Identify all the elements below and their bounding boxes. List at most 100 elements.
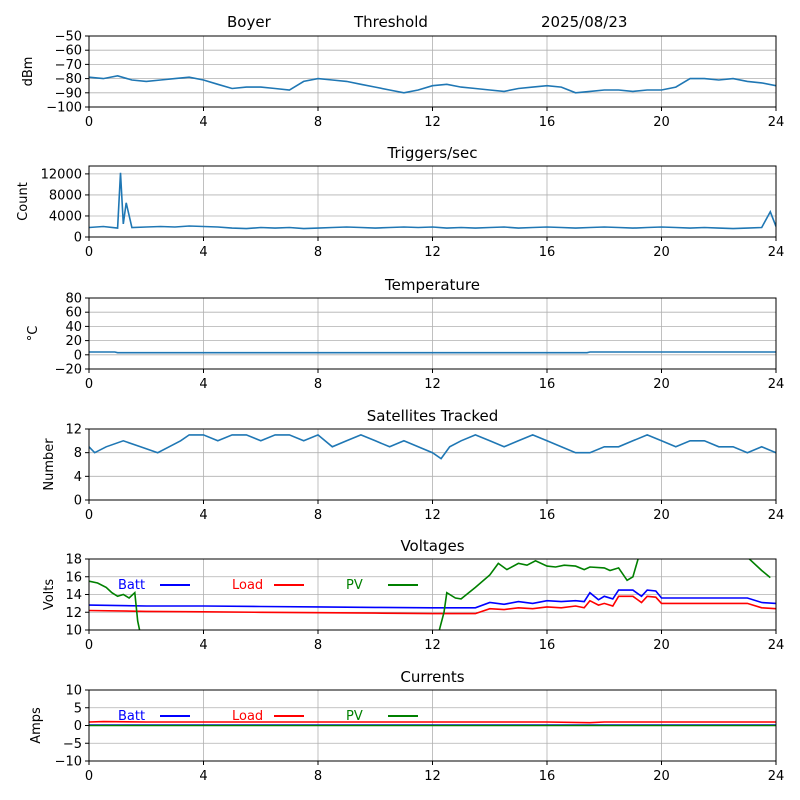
y-tick-label: 10: [65, 624, 82, 639]
x-tick-label: 16: [539, 245, 556, 260]
y-tick-label: 40: [65, 320, 82, 335]
y-tick-label: 14: [65, 588, 82, 603]
x-tick-label: 16: [539, 377, 556, 392]
chart-title: Temperature: [384, 276, 480, 294]
legend-label-pv: PV: [346, 709, 363, 724]
x-tick-label: 24: [768, 115, 785, 130]
chart-title: Triggers/sec: [387, 144, 478, 162]
chart-voltages: 0 4 8 12 16 20 24 10 12 14 16 18 Voltages Volts Batt Lo…: [42, 537, 784, 653]
x-tick-label: 24: [768, 245, 785, 260]
x-tick-label: 24: [768, 508, 785, 523]
x-tick-label: 24: [768, 769, 785, 784]
legend: Batt Load PV: [118, 709, 418, 724]
legend: Batt Load PV: [118, 578, 418, 593]
y-tick-label: −90: [55, 86, 82, 101]
y-tick-label: −10: [55, 755, 82, 770]
chart-title: Voltages: [400, 537, 464, 555]
series-line: [89, 433, 776, 460]
y-tick-label: 10: [65, 684, 82, 699]
legend-label-batt: Batt: [118, 578, 145, 593]
x-tick-label: 12: [424, 377, 441, 392]
x-tick-label: 0: [85, 115, 93, 130]
x-tick-label: 16: [539, 638, 556, 653]
y-tick-label: 12: [65, 423, 82, 438]
y-axis-label: °C: [26, 326, 41, 342]
x-tick-label: 12: [424, 508, 441, 523]
x-tick-label: 4: [199, 377, 207, 392]
x-tick-label: 0: [85, 377, 93, 392]
y-tick-label: 12000: [41, 167, 82, 182]
x-tick-label: 0: [85, 245, 93, 260]
x-tick-label: 4: [199, 638, 207, 653]
y-tick-label: −70: [55, 58, 82, 73]
y-tick-label: 12: [65, 606, 82, 621]
y-tick-label: −5: [63, 737, 82, 752]
chart-triggers: 0 4 8 12 16 20 24 0 4000 8000 12000 Triggers/sec Cou…: [16, 144, 784, 260]
y-tick-label: 20: [65, 334, 82, 349]
x-tick-label: 20: [653, 638, 670, 653]
x-tick-label: 24: [768, 377, 785, 392]
series-line: [89, 74, 776, 94]
x-tick-label: 8: [314, 245, 322, 260]
y-tick-label: 60: [65, 306, 82, 321]
chart-currents: 0 4 8 12 16 20 24 −10 −5 0 5 10 Currents Amps Batt Load…: [29, 668, 784, 784]
y-axis-label: Amps: [29, 707, 44, 744]
series-line: [89, 351, 776, 354]
x-tick-label: 12: [424, 638, 441, 653]
x-tick-label: 8: [314, 638, 322, 653]
y-tick-label: 0: [74, 348, 82, 363]
y-tick-label: 18: [65, 553, 82, 568]
legend-label-load: Load: [232, 709, 263, 724]
series-line-pv: [89, 559, 771, 630]
x-tick-label: 12: [424, 769, 441, 784]
x-tick-label: 8: [314, 769, 322, 784]
x-tick-label: 4: [199, 508, 207, 523]
y-tick-label: −60: [55, 44, 82, 59]
x-tick-label: 20: [653, 115, 670, 130]
y-tick-label: −50: [55, 30, 82, 45]
x-tick-label: 4: [199, 769, 207, 784]
chart-signal: 0 4 8 12 16 20 24 −100−90−80−70−60−50 dBm: [21, 30, 784, 131]
y-tick-label: 16: [65, 570, 82, 585]
y-tick-label: 4: [74, 470, 82, 485]
x-tick-label: 0: [85, 769, 93, 784]
legend-label-pv: PV: [346, 578, 363, 593]
x-tick-label: 0: [85, 508, 93, 523]
x-tick-label: 12: [424, 115, 441, 130]
x-tick-label: 16: [539, 115, 556, 130]
x-tick-label: 16: [539, 769, 556, 784]
header-mode: Threshold: [353, 13, 428, 31]
header-date: 2025/08/23: [541, 13, 627, 31]
y-tick-label: −100: [46, 101, 82, 116]
header-station: Boyer: [227, 13, 272, 31]
x-tick-label: 8: [314, 377, 322, 392]
x-tick-label: 20: [653, 377, 670, 392]
x-tick-label: 0: [85, 638, 93, 653]
x-tick-label: 20: [653, 245, 670, 260]
y-axis-label: Number: [42, 438, 57, 491]
chart-title: Currents: [400, 668, 464, 686]
y-tick-label: 0: [74, 494, 82, 509]
x-tick-label: 20: [653, 769, 670, 784]
legend-label-batt: Batt: [118, 709, 145, 724]
y-tick-label: 5: [74, 701, 82, 716]
y-tick-label: 0: [74, 231, 82, 246]
y-tick-label: −20: [55, 363, 82, 378]
y-tick-label: 8: [74, 446, 82, 461]
x-tick-label: 8: [314, 508, 322, 523]
y-axis-label: dBm: [21, 57, 36, 87]
x-tick-label: 4: [199, 245, 207, 260]
x-tick-label: 20: [653, 508, 670, 523]
x-tick-label: 12: [424, 245, 441, 260]
series-line-load: [89, 595, 776, 615]
chart-satellites: 0 4 8 12 16 20 24 0 4 8 12 Satellites Tracked Number: [42, 407, 784, 523]
y-tick-label: 0: [74, 719, 82, 734]
y-tick-label: 80: [65, 292, 82, 307]
y-tick-label: 4000: [49, 209, 82, 224]
y-tick-label: −80: [55, 72, 82, 87]
y-axis-label: Count: [16, 182, 31, 221]
x-tick-label: 16: [539, 508, 556, 523]
y-tick-label: 8000: [49, 188, 82, 203]
